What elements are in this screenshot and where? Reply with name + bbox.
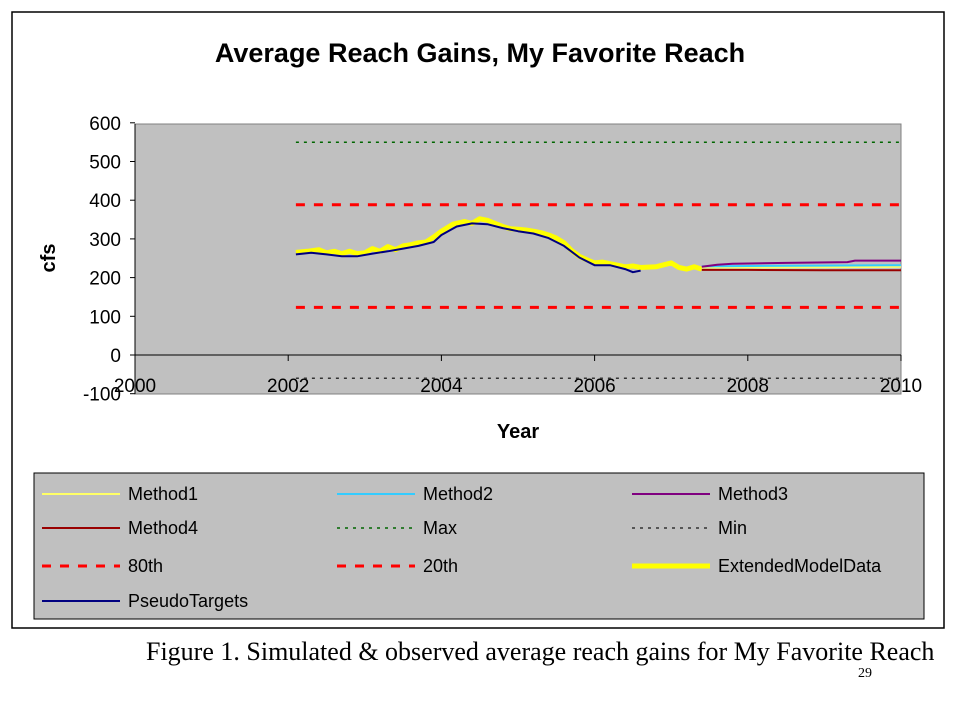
x-axis-label: Year <box>497 421 539 443</box>
x-tick-label: 2006 <box>573 376 615 397</box>
y-axis-label: cfs <box>38 244 60 273</box>
page-number: 29 <box>858 666 872 681</box>
y-tick-label: 0 <box>110 346 121 367</box>
y-tick-label: 400 <box>89 191 121 212</box>
legend-item-max: Max <box>337 518 457 538</box>
legend-item-20th: 20th <box>337 556 458 576</box>
plot-area <box>134 123 902 395</box>
x-tick-label: 2010 <box>880 376 922 397</box>
legend-label: Max <box>423 518 457 538</box>
legend-label: ExtendedModelData <box>718 556 882 576</box>
x-axis: 2000 2002 2004 2006 2008 2010 <box>114 354 922 397</box>
legend-label: Method4 <box>128 518 198 538</box>
chart-title: Average Reach Gains, My Favorite Reach <box>215 38 745 68</box>
legend-item-method3: Method3 <box>632 484 788 504</box>
legend-item-method4: Method4 <box>42 518 198 538</box>
legend-item-min: Min <box>632 518 747 538</box>
series-line-method3 <box>701 259 901 268</box>
legend-label: Method3 <box>718 484 788 504</box>
y-tick-label: 200 <box>89 269 121 290</box>
legend-item-method2: Method2 <box>337 484 493 504</box>
y-tick-label: 300 <box>89 230 121 251</box>
series-layer <box>295 141 902 379</box>
y-tick-label: 100 <box>89 307 121 328</box>
series-line-method2 <box>701 264 902 268</box>
legend-box <box>33 472 925 620</box>
legend-label: 80th <box>128 556 163 576</box>
legend-label: 20th <box>423 556 458 576</box>
y-tick-label: 600 <box>89 114 121 135</box>
x-tick-label: 2000 <box>114 376 156 397</box>
figure-caption: Figure 1. Simulated & observed average r… <box>146 637 935 666</box>
x-tick-label: 2002 <box>267 376 309 397</box>
legend-item-method1: Method1 <box>42 484 198 504</box>
legend-label: Method2 <box>423 484 493 504</box>
series-line-extendedmodeldata <box>295 216 703 272</box>
series-line-pseudotargets <box>295 222 641 274</box>
legend-label: Min <box>718 518 747 538</box>
x-tick-label: 2008 <box>727 376 769 397</box>
x-tick-label: 2004 <box>420 376 463 397</box>
y-axis: 600 500 400 300 200 100 0 -100 <box>83 114 136 406</box>
series-line-method1 <box>701 265 902 269</box>
legend-item-extendedmodeldata: ExtendedModelData <box>632 556 882 576</box>
y-tick-label: 500 <box>89 153 121 174</box>
legend-item-80th: 80th <box>42 556 163 576</box>
legend: Method1 Method2 Method3 Method4 Max Min 80th 20… <box>42 484 882 611</box>
y-tick-label: -100 <box>83 385 121 406</box>
legend-item-pseudotargets: PseudoTargets <box>42 591 248 611</box>
legend-label: Method1 <box>128 484 198 504</box>
legend-label: PseudoTargets <box>128 591 248 611</box>
